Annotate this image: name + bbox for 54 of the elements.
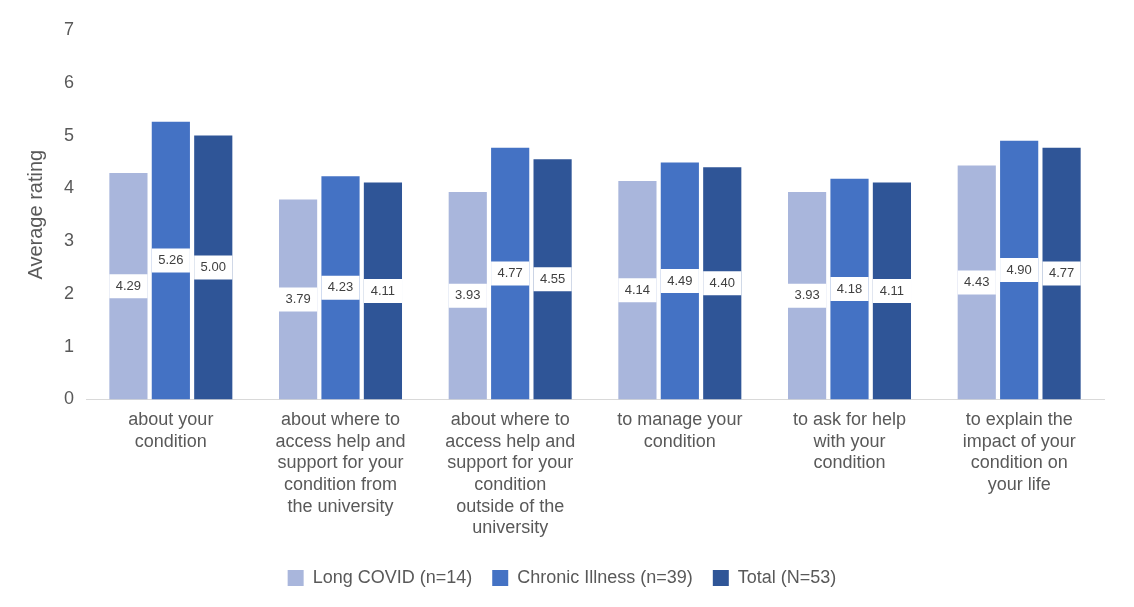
bar	[533, 159, 572, 400]
data-label: 4.49	[667, 272, 693, 288]
y-tick-label: 1	[64, 335, 75, 356]
data-label: 5.26	[158, 252, 184, 268]
x-tick-label: about where to access help and support for your condition from the university	[275, 409, 406, 516]
y-tick-label: 7	[64, 18, 75, 39]
bar	[194, 135, 233, 400]
y-tick-label: 5	[64, 124, 75, 145]
bar	[279, 199, 318, 400]
bar	[788, 192, 827, 400]
bar	[830, 178, 869, 400]
x-tick-label: about where to access help and support for your condition outside of the university	[445, 409, 576, 538]
bar	[448, 192, 487, 400]
bar	[491, 147, 530, 400]
y-tick-label: 4	[64, 177, 75, 198]
legend-label: Total (N=53)	[737, 566, 837, 587]
data-label: 4.11	[370, 282, 396, 298]
data-label: 4.18	[836, 280, 863, 296]
data-label: 4.90	[1006, 261, 1032, 277]
x-tick-label: about your condition	[128, 409, 214, 451]
bar	[363, 182, 403, 400]
data-label: 4.43	[964, 274, 990, 290]
bar	[1042, 147, 1081, 400]
x-tick-label: to ask for help with your condition	[792, 409, 907, 473]
bar	[957, 165, 996, 400]
data-label: 4.11	[879, 282, 905, 298]
bar	[109, 173, 148, 400]
data-label: 4.40	[709, 274, 735, 290]
bar	[872, 182, 912, 400]
data-label: 4.77	[1048, 265, 1075, 281]
y-tick-label: 6	[64, 71, 75, 92]
data-label: 4.23	[327, 279, 354, 295]
data-label: 4.14	[624, 281, 651, 297]
data-label: 4.55	[539, 270, 566, 286]
bar	[321, 176, 360, 400]
bar	[660, 162, 699, 400]
y-tick-label: 0	[64, 388, 75, 409]
x-tick-label: to manage your condition	[617, 409, 743, 451]
y-axis-title: Average rating	[23, 149, 46, 280]
bar	[1000, 140, 1039, 400]
bar	[151, 121, 190, 400]
x-tick-label: to explain the impact of your condition on your life	[962, 409, 1076, 494]
data-label: 3.93	[455, 287, 481, 303]
data-label: 5.00	[200, 259, 226, 275]
y-tick-label: 2	[64, 282, 75, 303]
legend-label: Long COVID (n=14)	[312, 566, 473, 587]
data-label: 3.79	[285, 290, 311, 306]
bar	[703, 167, 742, 400]
bar	[618, 180, 657, 400]
data-label: 4.77	[497, 265, 523, 281]
legend-label: Chronic Illness (n=39)	[517, 566, 693, 587]
data-label: 4.29	[115, 277, 142, 293]
y-tick-label: 3	[64, 230, 75, 251]
data-label: 3.93	[794, 287, 820, 303]
